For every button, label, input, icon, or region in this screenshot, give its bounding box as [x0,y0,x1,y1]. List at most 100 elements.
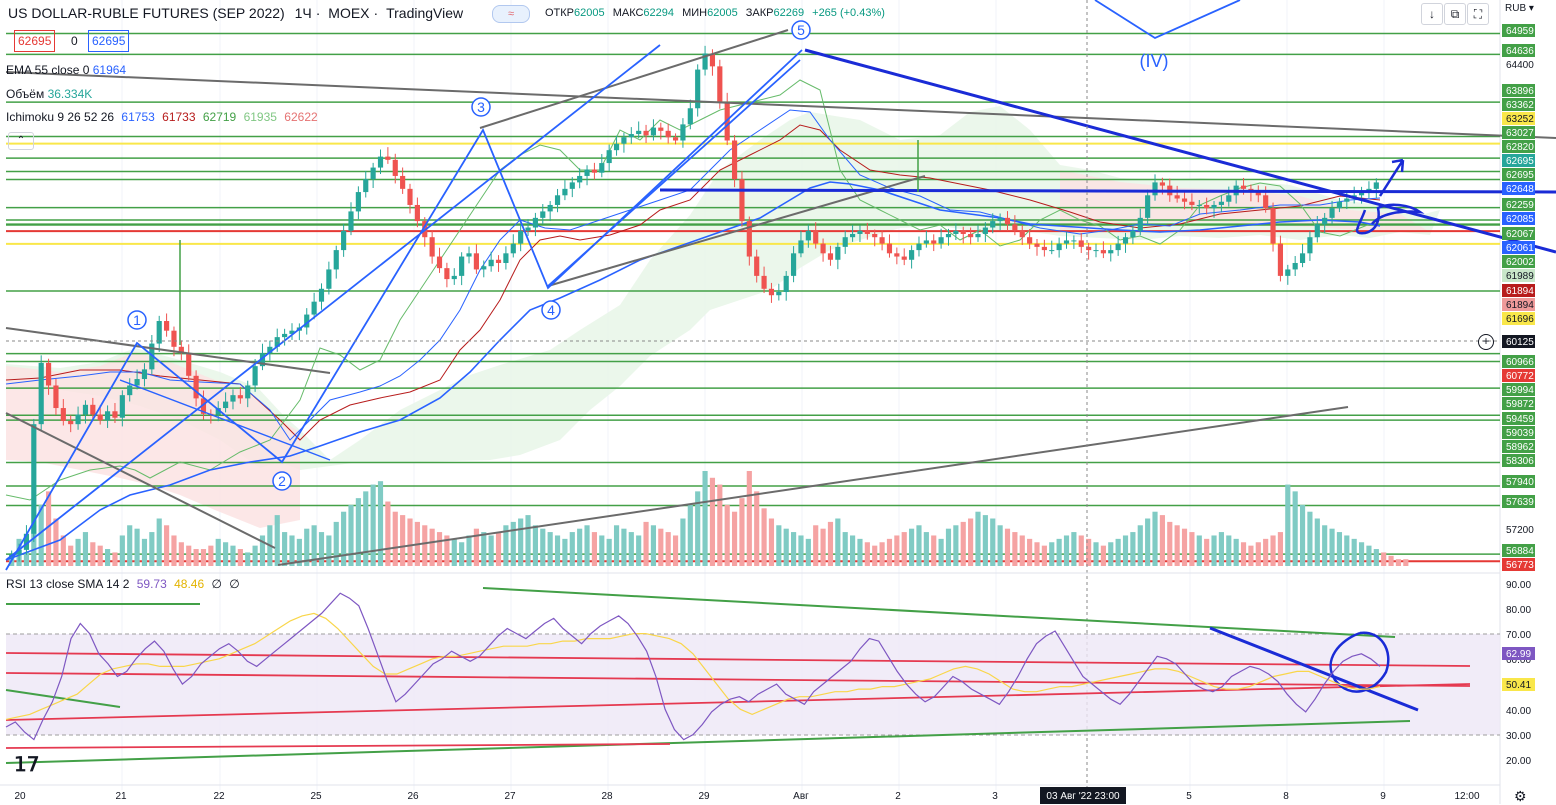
volume-bar [1314,518,1320,566]
candle-body [827,253,834,260]
candle-body [31,424,37,534]
cursor-time-bg [1040,787,1126,804]
volume-bar [385,501,391,566]
volume-bar [909,528,915,566]
rsi-pane[interactable] [0,572,1500,764]
volume-bar [1351,538,1357,566]
volume-bar [1403,559,1409,566]
tradingview-logo-icon[interactable]: 𝟣𝟩 [14,754,40,776]
time-axis[interactable]: 20 21 22 25 26 27 28 29 Авг 2 3 5 8 9 12:00 03 Авг '22 … [14,787,1480,804]
candle-body [1344,198,1350,202]
rsi-sma-line [5,612,1381,720]
price-label: 60772 [1506,371,1534,382]
candle-body [75,414,81,425]
price-label: 60966 [1506,357,1534,368]
ichimoku-legend[interactable]: Ichimoku 9 26 52 26 61753 61733 62719 61… [6,110,318,124]
time-label: 2 [895,791,901,802]
candlesticks[interactable] [9,45,1379,562]
volume-bar [436,532,443,566]
volume-bar [894,535,900,566]
volume-bar [156,518,162,566]
ichimoku-lines [5,79,1381,501]
wave-label: 1 [133,312,141,328]
candle-body [267,346,273,354]
volume-bar [1071,532,1077,566]
volume-bar [1233,538,1239,566]
scroll-down-button[interactable]: ↓ [1421,3,1443,25]
price-label: 61696 [1506,314,1534,325]
price-label-bg [1502,298,1535,311]
volume-bar [724,504,730,566]
candle-body [252,366,258,386]
add-alert-icon[interactable]: + [1478,334,1494,350]
candle-body [1270,208,1276,244]
volume-bar [488,535,494,566]
volume-bar [945,528,952,566]
rsi-legend[interactable]: RSI 13 close SMA 14 2 59.73 48.46 ∅ ∅ [6,577,240,591]
price-scale[interactable]: 64959 64636 64400 63896 63362 63252 63027 62820… [1502,24,1535,767]
price-label: 62002 [1506,257,1534,268]
volume-bar [1196,535,1202,566]
horizontal-levels[interactable] [6,32,1500,563]
candle-body [1174,195,1180,199]
candle-body [577,175,583,183]
candle-body [186,353,192,376]
volume-bar [466,535,472,566]
candle-body [407,188,413,205]
volume-bar [672,535,679,566]
candle-body [658,127,664,131]
candle-body [503,253,509,263]
candle-body [835,246,841,260]
volume-bar [451,538,457,566]
candle-body [289,330,295,334]
settings-gear-icon[interactable]: ⚙ [1514,788,1527,804]
compare-toggle[interactable]: ≈ [492,5,530,23]
volume-bar [1358,542,1365,566]
volume-bar [164,525,170,566]
candle-body [709,53,716,67]
volume-bar [1263,538,1269,566]
volume-bar [525,515,531,566]
candle-body [16,549,22,555]
volume-bar [805,538,811,566]
user-drawings[interactable] [5,0,1556,790]
volume-bar [1108,542,1114,566]
volume-bar [717,484,723,566]
candle-body [326,269,332,289]
price-label-bg [1502,335,1535,348]
expand-button[interactable]: ⛶ [1467,3,1489,25]
wave-label: 5 [797,22,805,38]
price-label-bg [1502,126,1535,139]
time-label: 12:00 [1454,791,1479,802]
candle-body [665,130,671,138]
wave-label: 3 [477,99,485,115]
price-label: 62695 [1506,170,1534,181]
volume-bar [599,535,605,566]
price-label: 57200 [1506,525,1534,536]
price-label: 62820 [1506,142,1534,153]
time-label: 27 [504,791,516,802]
candle-body [901,256,907,260]
price-label-bg [1502,140,1535,153]
volume-legend[interactable]: Объём 36.334K [6,87,93,101]
restore-button[interactable]: ⧉ [1444,3,1466,25]
volume-bar [1056,538,1062,566]
candle-body [872,233,878,238]
price-label: 58962 [1506,442,1534,453]
candle-body [1336,201,1343,209]
candle-body [1063,240,1070,244]
volume-bar [510,521,516,566]
currency-label[interactable]: RUB ▾ [1505,3,1534,14]
sell-button[interactable]: 62695 [14,30,56,52]
collapse-legend-button[interactable]: ⌃ [8,132,34,150]
volume-bar [997,525,1003,566]
candle-body [363,179,369,193]
buy-button[interactable]: 62695 [88,30,130,52]
volume-bar [495,532,502,566]
candle-body [717,66,723,102]
candle-body [990,221,996,228]
ema-legend[interactable]: EMA 55 close 0 61964 [6,63,127,77]
volume-bar [1189,532,1195,566]
volume-bar [149,532,155,566]
